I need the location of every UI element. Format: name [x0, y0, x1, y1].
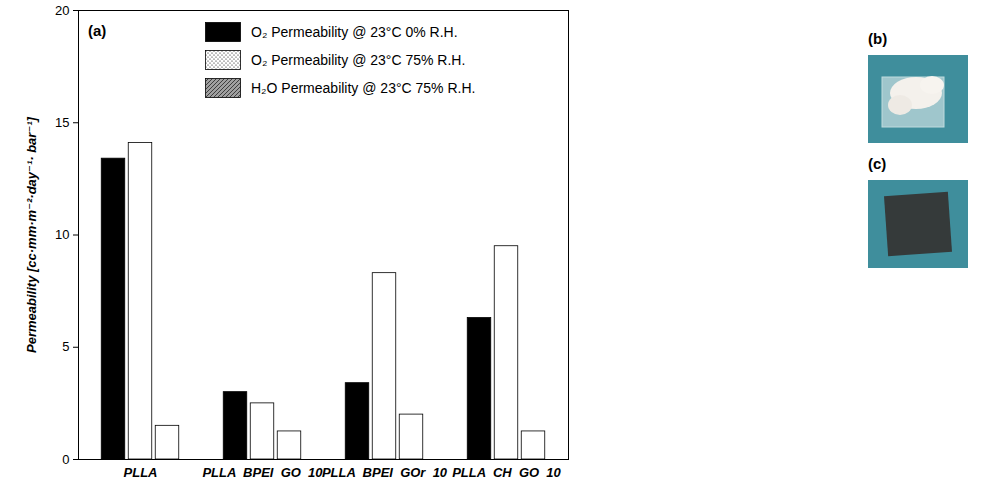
- html-text:O₂ Permeability @ 23°C 75% R.H: O₂ Permeability @ 23°C 75% R.H.: [251, 52, 466, 68]
- svg-text:PLLA: PLLA: [124, 465, 158, 480]
- html-text:(b): (b): [868, 30, 888, 47]
- svg-text:Permeability [cc·mm·m⁻²·day⁻¹·: Permeability [cc·mm·m⁻²·day⁻¹· bar⁻¹]: [24, 116, 39, 353]
- html-text:(c): (c): [868, 155, 887, 172]
- svg-text:PLLA CH GO 10: PLLA CH GO 10: [452, 465, 561, 480]
- svg-text:PLLA BPEI GO 10: PLLA BPEI GO 10: [202, 465, 323, 480]
- html-text:H₂O Permeability @ 23°C 75% R.: H₂O Permeability @ 23°C 75% R.H.: [251, 80, 476, 96]
- svg-text:5: 5: [62, 339, 69, 354]
- svg-text:20: 20: [55, 3, 69, 18]
- html-text:O₂ Permeability @ 23°C 0% R.H.: O₂ Permeability @ 23°C 0% R.H.: [251, 24, 458, 40]
- html-text:(a): (a): [88, 22, 107, 39]
- svg-text:10: 10: [55, 227, 69, 242]
- svg-text:PLLA BPEI GOr 10: PLLA BPEI GOr 10: [322, 465, 448, 480]
- svg-text:15: 15: [55, 115, 69, 130]
- svg-text:0: 0: [62, 452, 69, 467]
